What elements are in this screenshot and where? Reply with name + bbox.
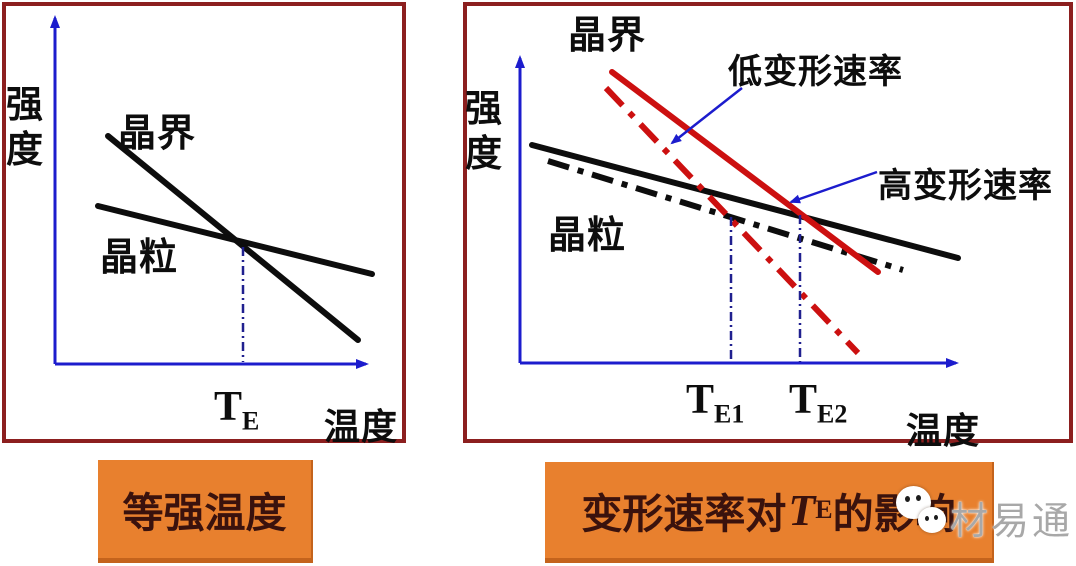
left-plot-panel <box>2 2 406 443</box>
watermark: 材易通 <box>896 486 1073 545</box>
bubble-eye <box>905 496 910 502</box>
left-y-axis-label: 强度 <box>6 83 44 171</box>
left-caption-text: 等强温度 <box>122 490 287 536</box>
bubble-eye <box>925 516 929 521</box>
right-caption-t: T <box>788 485 816 535</box>
left-x-axis-label: 温度 <box>324 407 399 448</box>
right-y-axis-label: 强度 <box>465 87 503 175</box>
left-grain-label: 晶粒 <box>100 235 179 279</box>
bubble-eye <box>916 495 921 501</box>
wechat-icon <box>896 486 952 540</box>
bubble-eye <box>934 515 938 520</box>
right-te2-tick: TE2 <box>789 377 848 429</box>
left-te-tick: TE <box>214 384 260 436</box>
left-caption-box: 等强温度 <box>98 460 313 563</box>
high-rate-annotation-label: 高变形速率 <box>878 166 1053 206</box>
right-caption-pre: 变形速率对 <box>581 491 787 537</box>
right-grain-label: 晶粒 <box>548 213 627 257</box>
low-rate-annotation-label: 低变形速率 <box>728 52 903 92</box>
watermark-brand-text: 材易通 <box>950 499 1074 543</box>
left-grain-boundary-label: 晶界 <box>118 111 197 155</box>
chat-bubble-small <box>918 507 946 533</box>
right-x-axis-label: 温度 <box>906 411 981 452</box>
right-grain-boundary-label: 晶界 <box>568 13 647 57</box>
right-caption-box: 变形速率对 T E 的影响 <box>545 462 994 563</box>
right-caption-t-sub: E <box>815 495 833 524</box>
right-te1-tick: TE1 <box>686 377 745 429</box>
